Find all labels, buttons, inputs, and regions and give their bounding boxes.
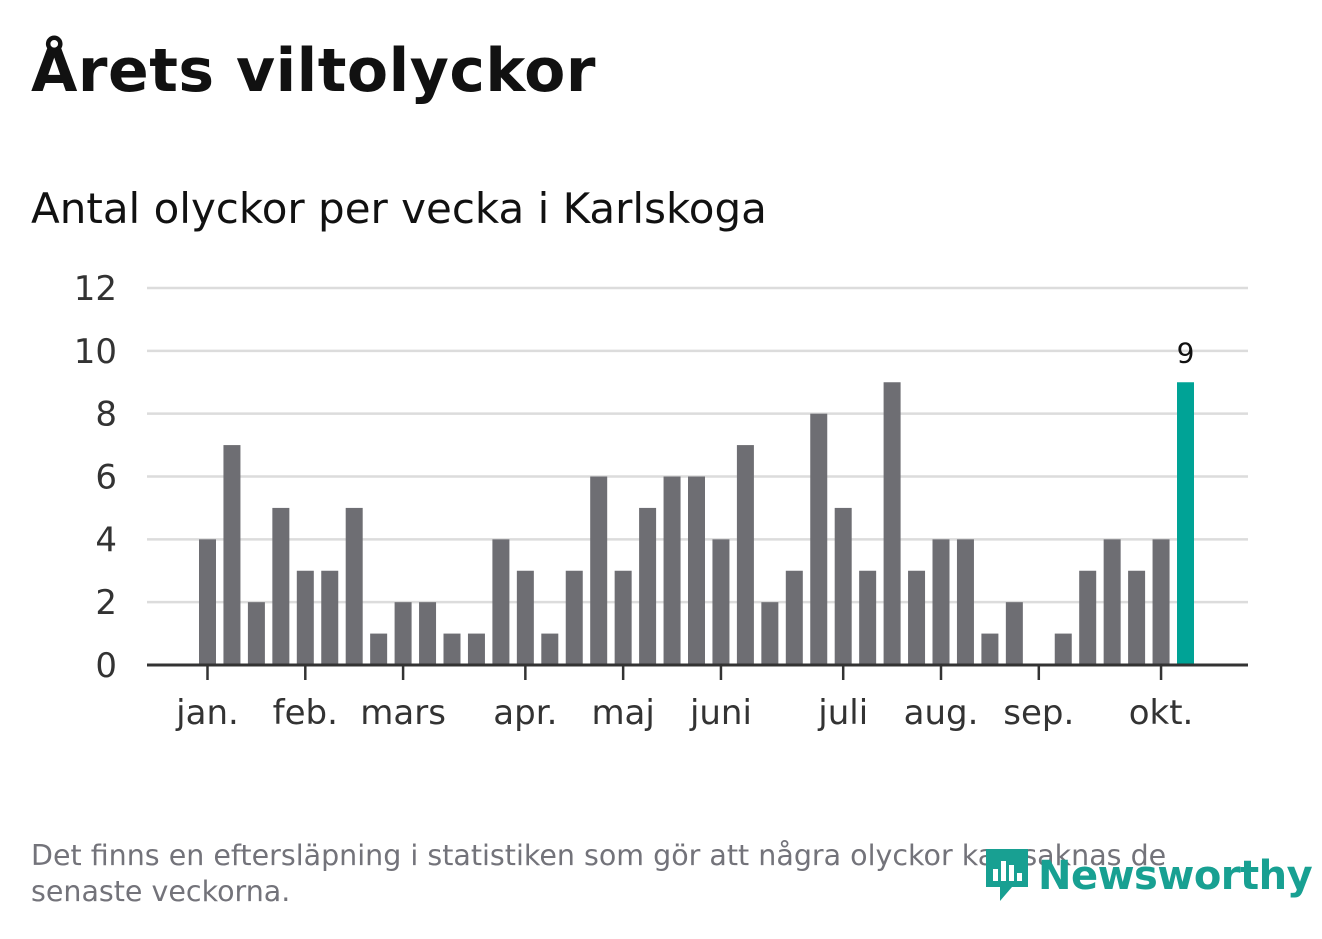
bar <box>614 570 632 665</box>
x-axis-ticks: jan. feb. mars apr. maj juni juli aug. sep. okt. <box>175 665 1193 733</box>
bar <box>370 633 388 665</box>
x-tick-label: juni <box>689 693 752 733</box>
bar <box>1152 539 1170 665</box>
x-tick-label: aug. <box>904 693 979 733</box>
bars <box>199 382 1194 665</box>
footnote: Det finns en eftersläpning i statistiken… <box>31 839 1167 908</box>
x-tick-label: maj <box>591 693 654 733</box>
bar <box>1005 602 1023 665</box>
bar <box>981 633 999 665</box>
brand-name: Newsworthy <box>1038 853 1313 899</box>
y-tick-label: 2 <box>95 583 117 623</box>
bar <box>247 602 265 665</box>
bar <box>688 476 705 665</box>
bar <box>394 602 412 665</box>
x-tick-label: apr. <box>493 693 557 733</box>
bar <box>223 445 241 665</box>
bar <box>859 570 877 665</box>
bar <box>712 539 730 665</box>
brand-logo: Newsworthy <box>982 845 1313 907</box>
bar <box>834 507 852 665</box>
bar <box>1054 633 1072 665</box>
y-axis-ticks: 0 2 4 6 8 10 12 <box>74 269 117 686</box>
bar <box>932 539 950 665</box>
chart-subtitle: Antal olyckor per vecka i Karlskoga <box>31 184 767 233</box>
bar <box>272 507 290 665</box>
bar <box>883 382 901 665</box>
x-tick-label: jan. <box>175 693 239 733</box>
bar <box>565 570 583 665</box>
y-tick-label: 6 <box>95 458 117 498</box>
bar <box>663 476 681 665</box>
bar <box>516 570 534 665</box>
bar-highlight <box>1177 382 1194 665</box>
bar <box>345 507 363 665</box>
y-tick-label: 10 <box>74 332 117 372</box>
bar <box>541 633 559 665</box>
bar <box>736 445 754 665</box>
bar <box>467 633 485 665</box>
bar <box>492 539 510 665</box>
bar <box>761 602 779 665</box>
bar-value-label: 9 <box>1177 336 1195 369</box>
bar <box>296 570 314 665</box>
y-tick-label: 12 <box>74 269 117 309</box>
x-tick-label: mars <box>360 693 446 733</box>
bar-chart: 0 2 4 6 8 10 12 jan. feb. mars apr. maj juni juli aug… <box>74 269 1248 733</box>
bar <box>1079 570 1097 665</box>
bar <box>321 570 339 665</box>
bar <box>785 570 803 665</box>
bar <box>1103 539 1121 665</box>
bar <box>1128 570 1146 665</box>
x-tick-label: juli <box>817 693 868 733</box>
bar <box>908 570 926 665</box>
bar <box>199 539 216 665</box>
bar <box>956 539 974 665</box>
x-tick-label: okt. <box>1129 693 1194 733</box>
y-tick-label: 4 <box>95 520 117 560</box>
bar <box>590 476 608 665</box>
y-tick-label: 0 <box>95 646 117 686</box>
bar <box>810 413 828 665</box>
data-labels: 9 <box>1177 336 1195 369</box>
bar <box>419 602 437 665</box>
y-tick-label: 8 <box>95 395 117 435</box>
bar <box>443 633 461 665</box>
chart-title: Årets viltolyckor <box>31 36 596 106</box>
bar <box>639 507 657 665</box>
x-tick-label: feb. <box>273 693 338 733</box>
newsworthy-logo-icon <box>986 849 1028 901</box>
x-tick-label: sep. <box>1003 693 1074 733</box>
